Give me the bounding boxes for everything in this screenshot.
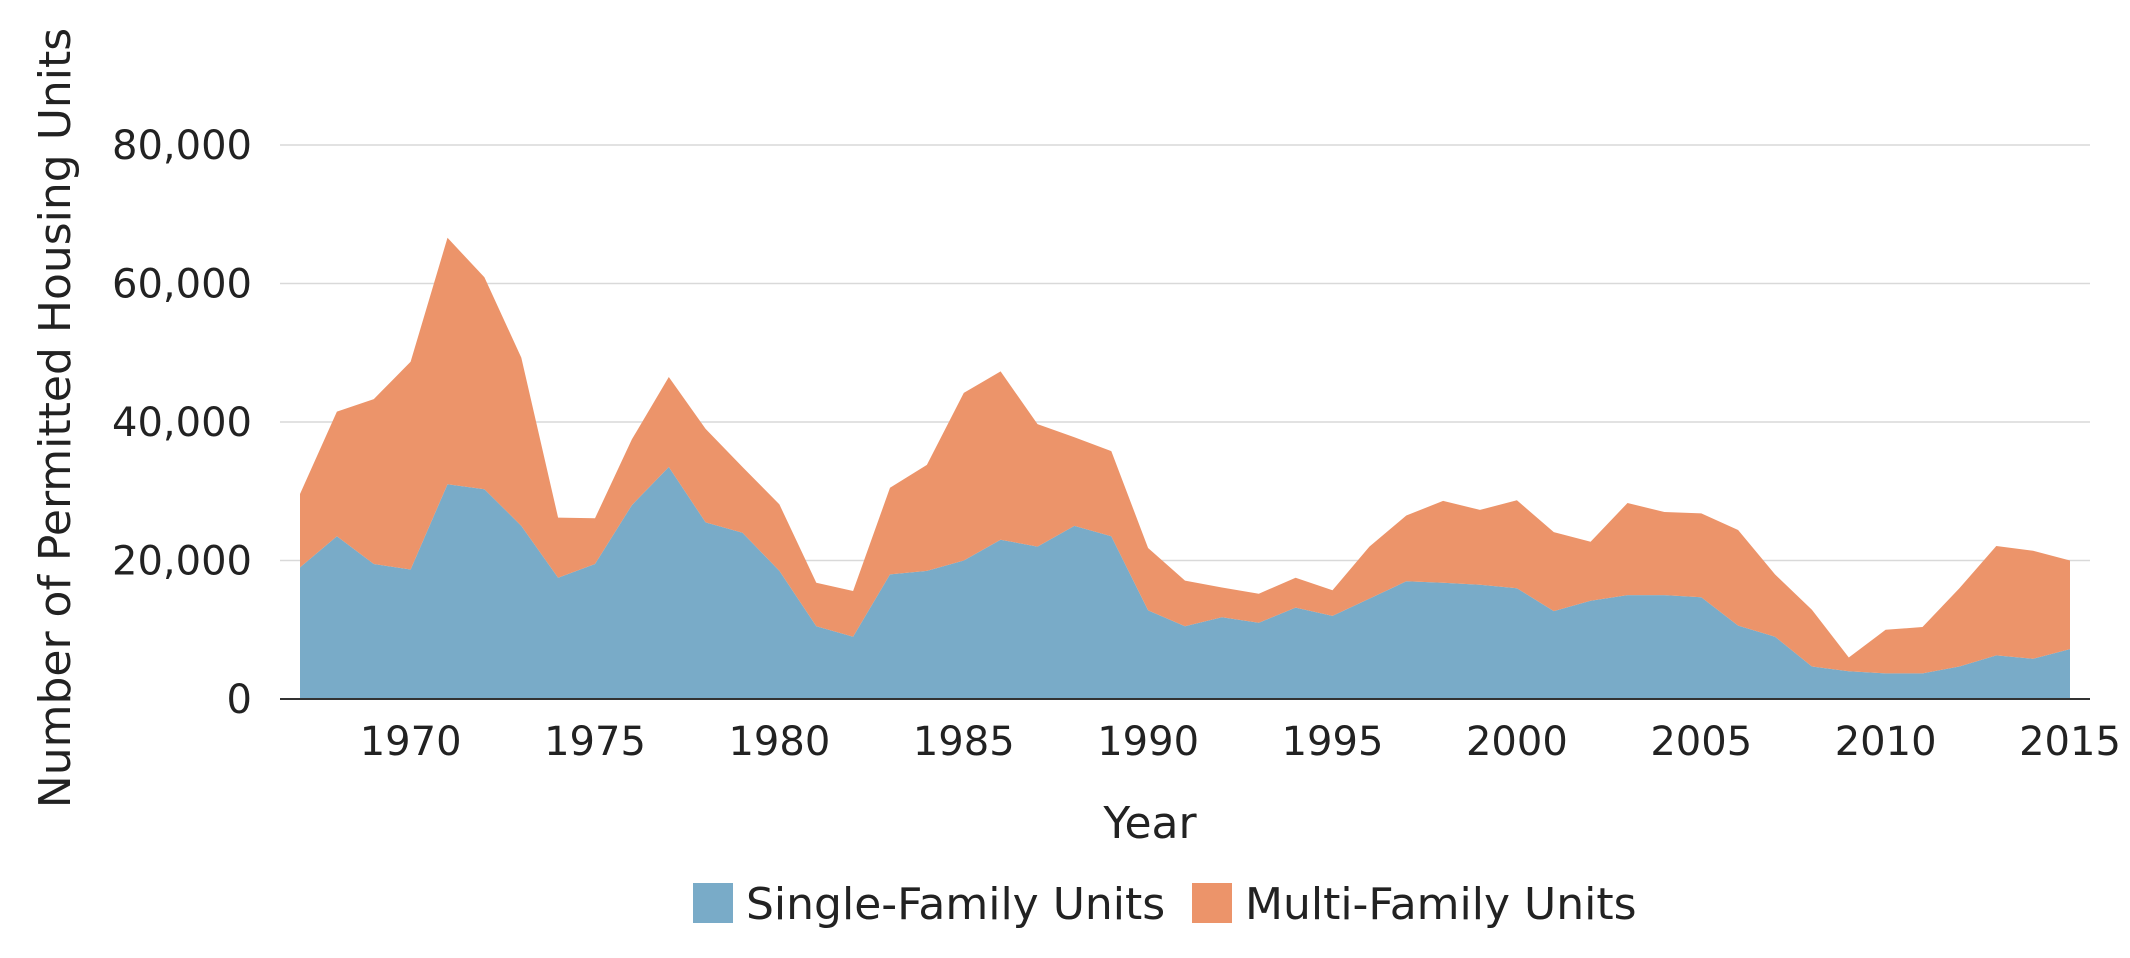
x-tick-label: 1985: [913, 719, 1015, 765]
x-tick-label: 1970: [360, 719, 462, 765]
x-axis-tick-labels: 1970 1975 1980 1985 1990 1995 2000 2005 2010 2015: [360, 719, 2121, 765]
y-tick-label: 60,000: [112, 262, 252, 308]
x-tick-label: 2010: [1835, 719, 1937, 765]
gridlines: [280, 144, 2090, 562]
legend-swatch-multi-family: [1192, 883, 1232, 923]
y-tick-label: 40,000: [112, 400, 252, 446]
legend-label-multi-family: Multi-Family Units: [1245, 879, 1637, 930]
x-tick-label: 2005: [1650, 719, 1752, 765]
y-axis-tick-labels: 0 20,000 40,000 60,000 80,000: [112, 123, 252, 723]
area-series-group: [280, 237, 2090, 700]
x-axis-title: Year: [1102, 798, 1197, 849]
legend-label-single-family: Single-Family Units: [746, 879, 1165, 930]
area-series-multi-family: [300, 237, 2070, 674]
x-tick-label: 1975: [544, 719, 646, 765]
x-tick-label: 2015: [2019, 719, 2121, 765]
legend: Single-Family Units Multi-Family Units: [693, 879, 1637, 930]
x-tick-label: 2000: [1466, 719, 1568, 765]
x-tick-label: 1990: [1097, 719, 1199, 765]
y-axis-title: Number of Permitted Housing Units: [30, 28, 81, 808]
y-tick-label: 0: [227, 677, 252, 723]
x-tick-label: 1995: [1282, 719, 1384, 765]
y-tick-label: 20,000: [112, 539, 252, 585]
x-tick-label: 1980: [728, 719, 830, 765]
area-series-single-family: [300, 467, 2070, 699]
y-tick-label: 80,000: [112, 123, 252, 169]
legend-swatch-single-family: [693, 883, 733, 923]
